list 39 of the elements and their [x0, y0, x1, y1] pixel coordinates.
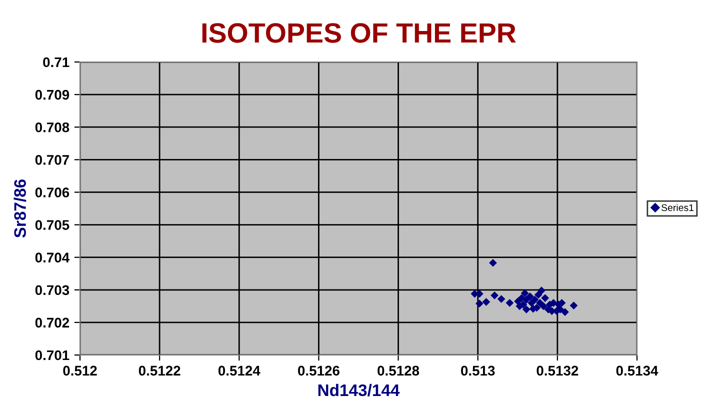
- y-tick-label: 0.707: [35, 155, 69, 165]
- y-tick-label: 0.71: [43, 57, 70, 68]
- x-tick-label: 0.5122: [138, 366, 180, 376]
- x-tick-label: 0.5124: [218, 366, 260, 376]
- x-tick-label: 0.512: [63, 366, 97, 376]
- point: [526, 292, 534, 300]
- y-axis-title: Sr87/86: [14, 179, 26, 238]
- point: [561, 308, 569, 316]
- y-tick-label: 0.701: [35, 350, 70, 360]
- x-tick-label: 0.513: [461, 366, 495, 376]
- x-tick-label: 0.5132: [536, 366, 578, 376]
- y-tick-label: 0.706: [35, 188, 70, 198]
- y-tick-label: 0.709: [35, 90, 70, 100]
- y-tick-label: 0.705: [35, 220, 70, 230]
- point: [550, 298, 558, 307]
- point: [520, 289, 529, 298]
- point: [476, 300, 484, 308]
- x-axis-title: Nd143/144: [318, 384, 400, 396]
- point: [530, 296, 539, 304]
- x-tick-label: 0.5134: [616, 366, 658, 376]
- point: [482, 298, 490, 306]
- point: [497, 295, 506, 303]
- point: [538, 286, 546, 294]
- point: [570, 302, 578, 310]
- y-tick-label: 0.708: [35, 122, 70, 132]
- point: [540, 302, 548, 310]
- x-tick-label: 0.5126: [298, 366, 340, 376]
- point: [506, 298, 514, 307]
- y-tick-label: 0.702: [35, 318, 70, 328]
- point: [490, 291, 498, 300]
- y-tick-label: 0.704: [35, 252, 70, 263]
- point: [489, 258, 497, 267]
- y-tick-label: 0.703: [35, 285, 70, 296]
- point: [522, 305, 530, 314]
- point: [541, 294, 550, 302]
- chart-title: ISOTOPES OF THE EPR: [202, 23, 516, 43]
- point: [534, 290, 542, 299]
- legend-label: Series1: [661, 204, 694, 212]
- x-tick-label: 0.5128: [378, 366, 420, 376]
